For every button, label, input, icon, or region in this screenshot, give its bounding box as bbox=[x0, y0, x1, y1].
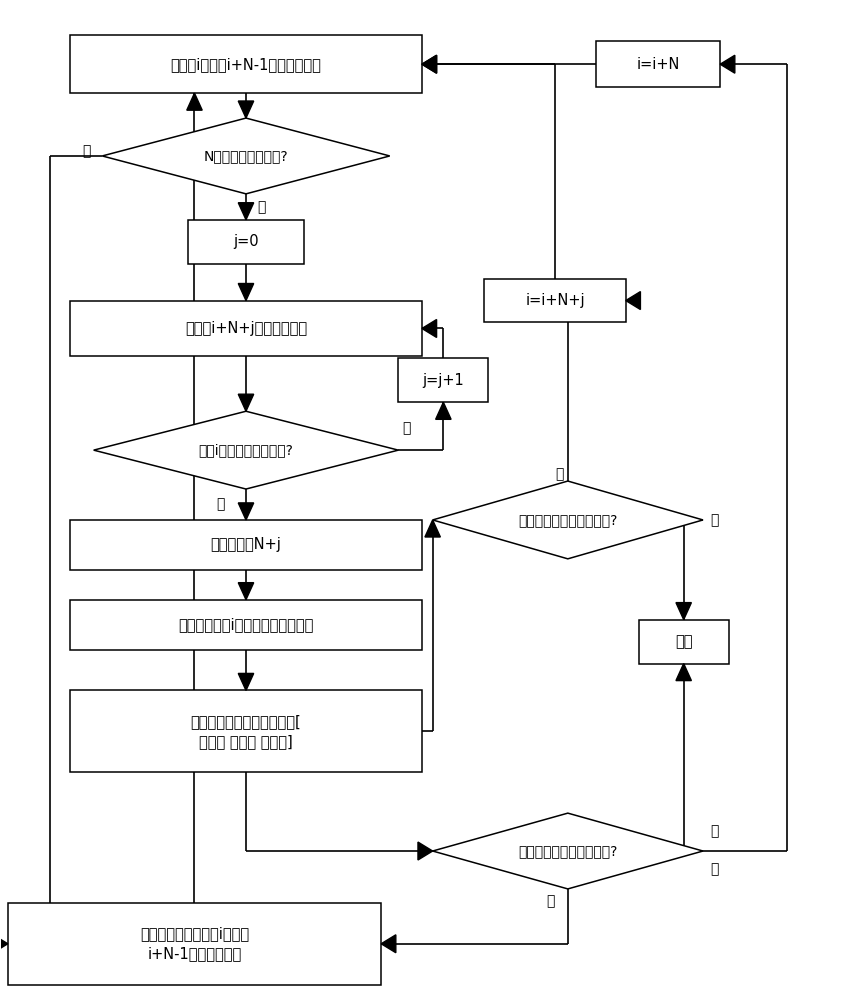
Text: 所有待压缩数据读取完成?: 所有待压缩数据读取完成? bbox=[518, 513, 617, 527]
Text: N个待压缩数据相等?: N个待压缩数据相等? bbox=[204, 149, 288, 163]
Bar bbox=[70, 35, 422, 93]
Bar bbox=[70, 520, 422, 570]
Text: i=i+N: i=i+N bbox=[636, 57, 679, 72]
Text: 与第i个待压缩数据相等?: 与第i个待压缩数据相等? bbox=[199, 443, 294, 457]
Text: 否: 否 bbox=[555, 467, 563, 481]
Text: 读取第i个至第i+N-1个待压缩数据: 读取第i个至第i+N-1个待压缩数据 bbox=[170, 57, 321, 72]
Text: 在压缩文件中写入压缩数据[
标志位 行程长 行程码]: 在压缩文件中写入压缩数据[ 标志位 行程长 行程码] bbox=[190, 714, 301, 749]
Text: 是: 是 bbox=[257, 200, 265, 214]
Bar bbox=[596, 41, 720, 87]
Polygon shape bbox=[238, 583, 254, 600]
Bar bbox=[70, 301, 422, 356]
Polygon shape bbox=[676, 603, 691, 620]
Text: 否: 否 bbox=[547, 894, 555, 908]
Text: 行程长等于N+j: 行程长等于N+j bbox=[211, 537, 282, 552]
Polygon shape bbox=[94, 411, 399, 489]
Polygon shape bbox=[422, 55, 437, 73]
Polygon shape bbox=[238, 503, 254, 520]
Polygon shape bbox=[422, 320, 437, 337]
Polygon shape bbox=[238, 394, 254, 411]
Polygon shape bbox=[425, 520, 440, 537]
Polygon shape bbox=[422, 55, 437, 73]
Polygon shape bbox=[418, 842, 432, 860]
Text: 否: 否 bbox=[709, 862, 718, 876]
Polygon shape bbox=[626, 292, 641, 310]
Polygon shape bbox=[432, 481, 703, 559]
Text: 在压缩文件中写入第i个至第
i+N-1个待压缩数据: 在压缩文件中写入第i个至第 i+N-1个待压缩数据 bbox=[140, 926, 249, 961]
Bar bbox=[188, 220, 304, 264]
Bar bbox=[8, 903, 381, 985]
Bar bbox=[399, 358, 488, 402]
Polygon shape bbox=[238, 203, 254, 220]
Polygon shape bbox=[238, 284, 254, 301]
Polygon shape bbox=[381, 935, 396, 953]
Polygon shape bbox=[102, 118, 390, 194]
Bar bbox=[70, 690, 422, 772]
Polygon shape bbox=[238, 673, 254, 690]
Polygon shape bbox=[432, 813, 703, 889]
Bar bbox=[484, 279, 626, 322]
Polygon shape bbox=[187, 93, 202, 110]
Polygon shape bbox=[676, 664, 691, 681]
Text: 否: 否 bbox=[83, 144, 91, 158]
Text: i=i+N+j: i=i+N+j bbox=[525, 293, 585, 308]
Text: 是: 是 bbox=[709, 824, 718, 838]
Bar bbox=[70, 600, 422, 650]
Text: 行程码等于第i个待压缩数据的数值: 行程码等于第i个待压缩数据的数值 bbox=[178, 617, 313, 632]
Text: 是: 是 bbox=[403, 421, 411, 435]
Polygon shape bbox=[720, 55, 734, 73]
Text: 否: 否 bbox=[216, 497, 225, 511]
Text: 读取第i+N+j个待压缩数据: 读取第i+N+j个待压缩数据 bbox=[185, 321, 307, 336]
Bar bbox=[639, 620, 728, 664]
Polygon shape bbox=[0, 935, 8, 953]
Text: 所有待压缩数据读取完成?: 所有待压缩数据读取完成? bbox=[518, 844, 617, 858]
Polygon shape bbox=[238, 101, 254, 118]
Text: j=j+1: j=j+1 bbox=[423, 373, 464, 388]
Polygon shape bbox=[436, 402, 451, 419]
Text: j=0: j=0 bbox=[233, 234, 259, 249]
Text: 是: 是 bbox=[709, 513, 718, 527]
Text: 结束: 结束 bbox=[675, 634, 692, 649]
